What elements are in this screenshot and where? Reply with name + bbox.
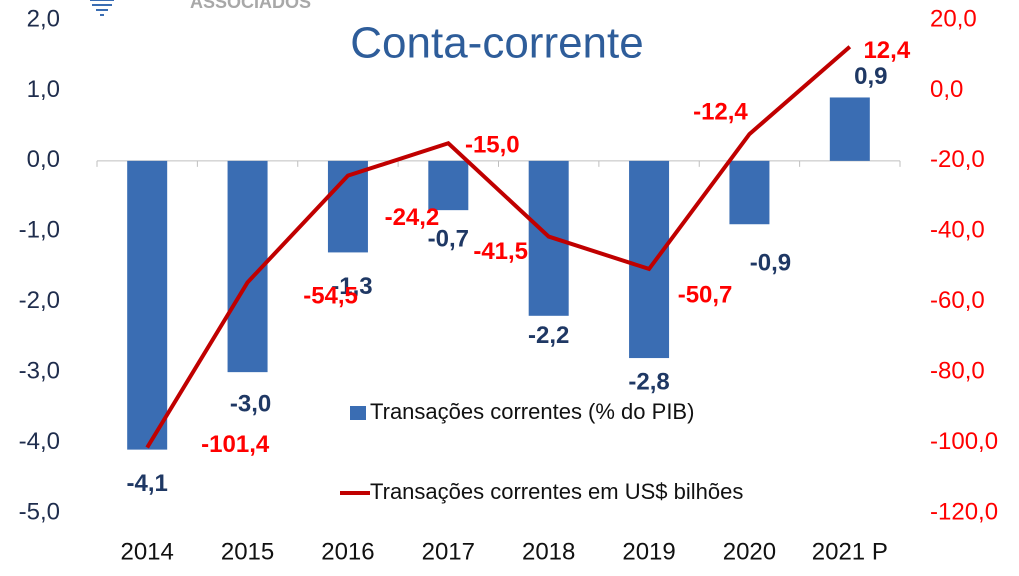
y2-tick-label: 0,0 [930, 76, 963, 103]
x-tick-label: 2021 P [812, 538, 888, 565]
bar-value-label: -3,0 [230, 390, 271, 417]
line-value-label: -12,4 [693, 98, 748, 125]
legend-label: Transações correntes em US$ bilhões [370, 479, 743, 504]
line [145, 45, 852, 449]
line-value-label: -15,0 [465, 132, 520, 159]
y-tick-label: -4,0 [19, 428, 60, 455]
y2-tick-label: -80,0 [930, 357, 985, 384]
y-tick-label: -1,0 [19, 217, 60, 244]
line-value-label: -41,5 [473, 238, 528, 265]
y2-tick-label: -20,0 [930, 146, 985, 173]
chart-title: Conta-corrente [350, 19, 643, 68]
line-value-label: -101,4 [201, 431, 270, 458]
bar [729, 160, 770, 225]
line-value-label: 12,4 [863, 37, 910, 64]
x-tick-label: 2015 [221, 538, 274, 565]
y-tick-label: -3,0 [19, 357, 60, 384]
x-tick-label: 2020 [723, 538, 776, 565]
y2-tick-label: -60,0 [930, 287, 985, 314]
logo-icon [90, 0, 114, 16]
x-tick-label: 2018 [522, 538, 575, 565]
y2-tick-label: -120,0 [930, 498, 998, 525]
bar [428, 160, 469, 211]
y-tick-label: 1,0 [27, 76, 60, 103]
x-tick-label: 2019 [622, 538, 675, 565]
y-tick-label: -2,0 [19, 287, 60, 314]
y2-tick-label: -100,0 [930, 428, 998, 455]
bar-value-label: 0,9 [854, 63, 887, 90]
bar-value-label: -0,9 [750, 250, 791, 277]
x-tick-label: 2016 [321, 538, 374, 565]
bar-value-label: -2,8 [628, 368, 669, 395]
y-tick-label: -5,0 [19, 498, 60, 525]
bar [829, 97, 870, 161]
line-value-label: -50,7 [678, 281, 733, 308]
x-tick-label: 2017 [422, 538, 475, 565]
logo-text: ASSOCIADOS [190, 0, 311, 12]
bar-value-label: -1,3 [331, 273, 372, 300]
y2-tick-label: 20,0 [930, 5, 977, 32]
bar [629, 160, 670, 359]
y-tick-label: 0,0 [27, 146, 60, 173]
legend-swatch [350, 406, 366, 420]
y2-tick-label: -40,0 [930, 217, 985, 244]
y-tick-label: 2,0 [27, 5, 60, 32]
line-value-label: -24,2 [385, 204, 440, 231]
bar-value-label: -2,2 [528, 322, 569, 349]
bar-value-label: -0,7 [428, 226, 469, 253]
bar-value-label: -4,1 [127, 470, 168, 497]
x-tick-label: 2014 [120, 538, 173, 565]
line-value-label: -54,5 [303, 283, 358, 310]
bar [127, 160, 168, 450]
legend-label: Transações correntes (% do PIB) [370, 399, 694, 424]
